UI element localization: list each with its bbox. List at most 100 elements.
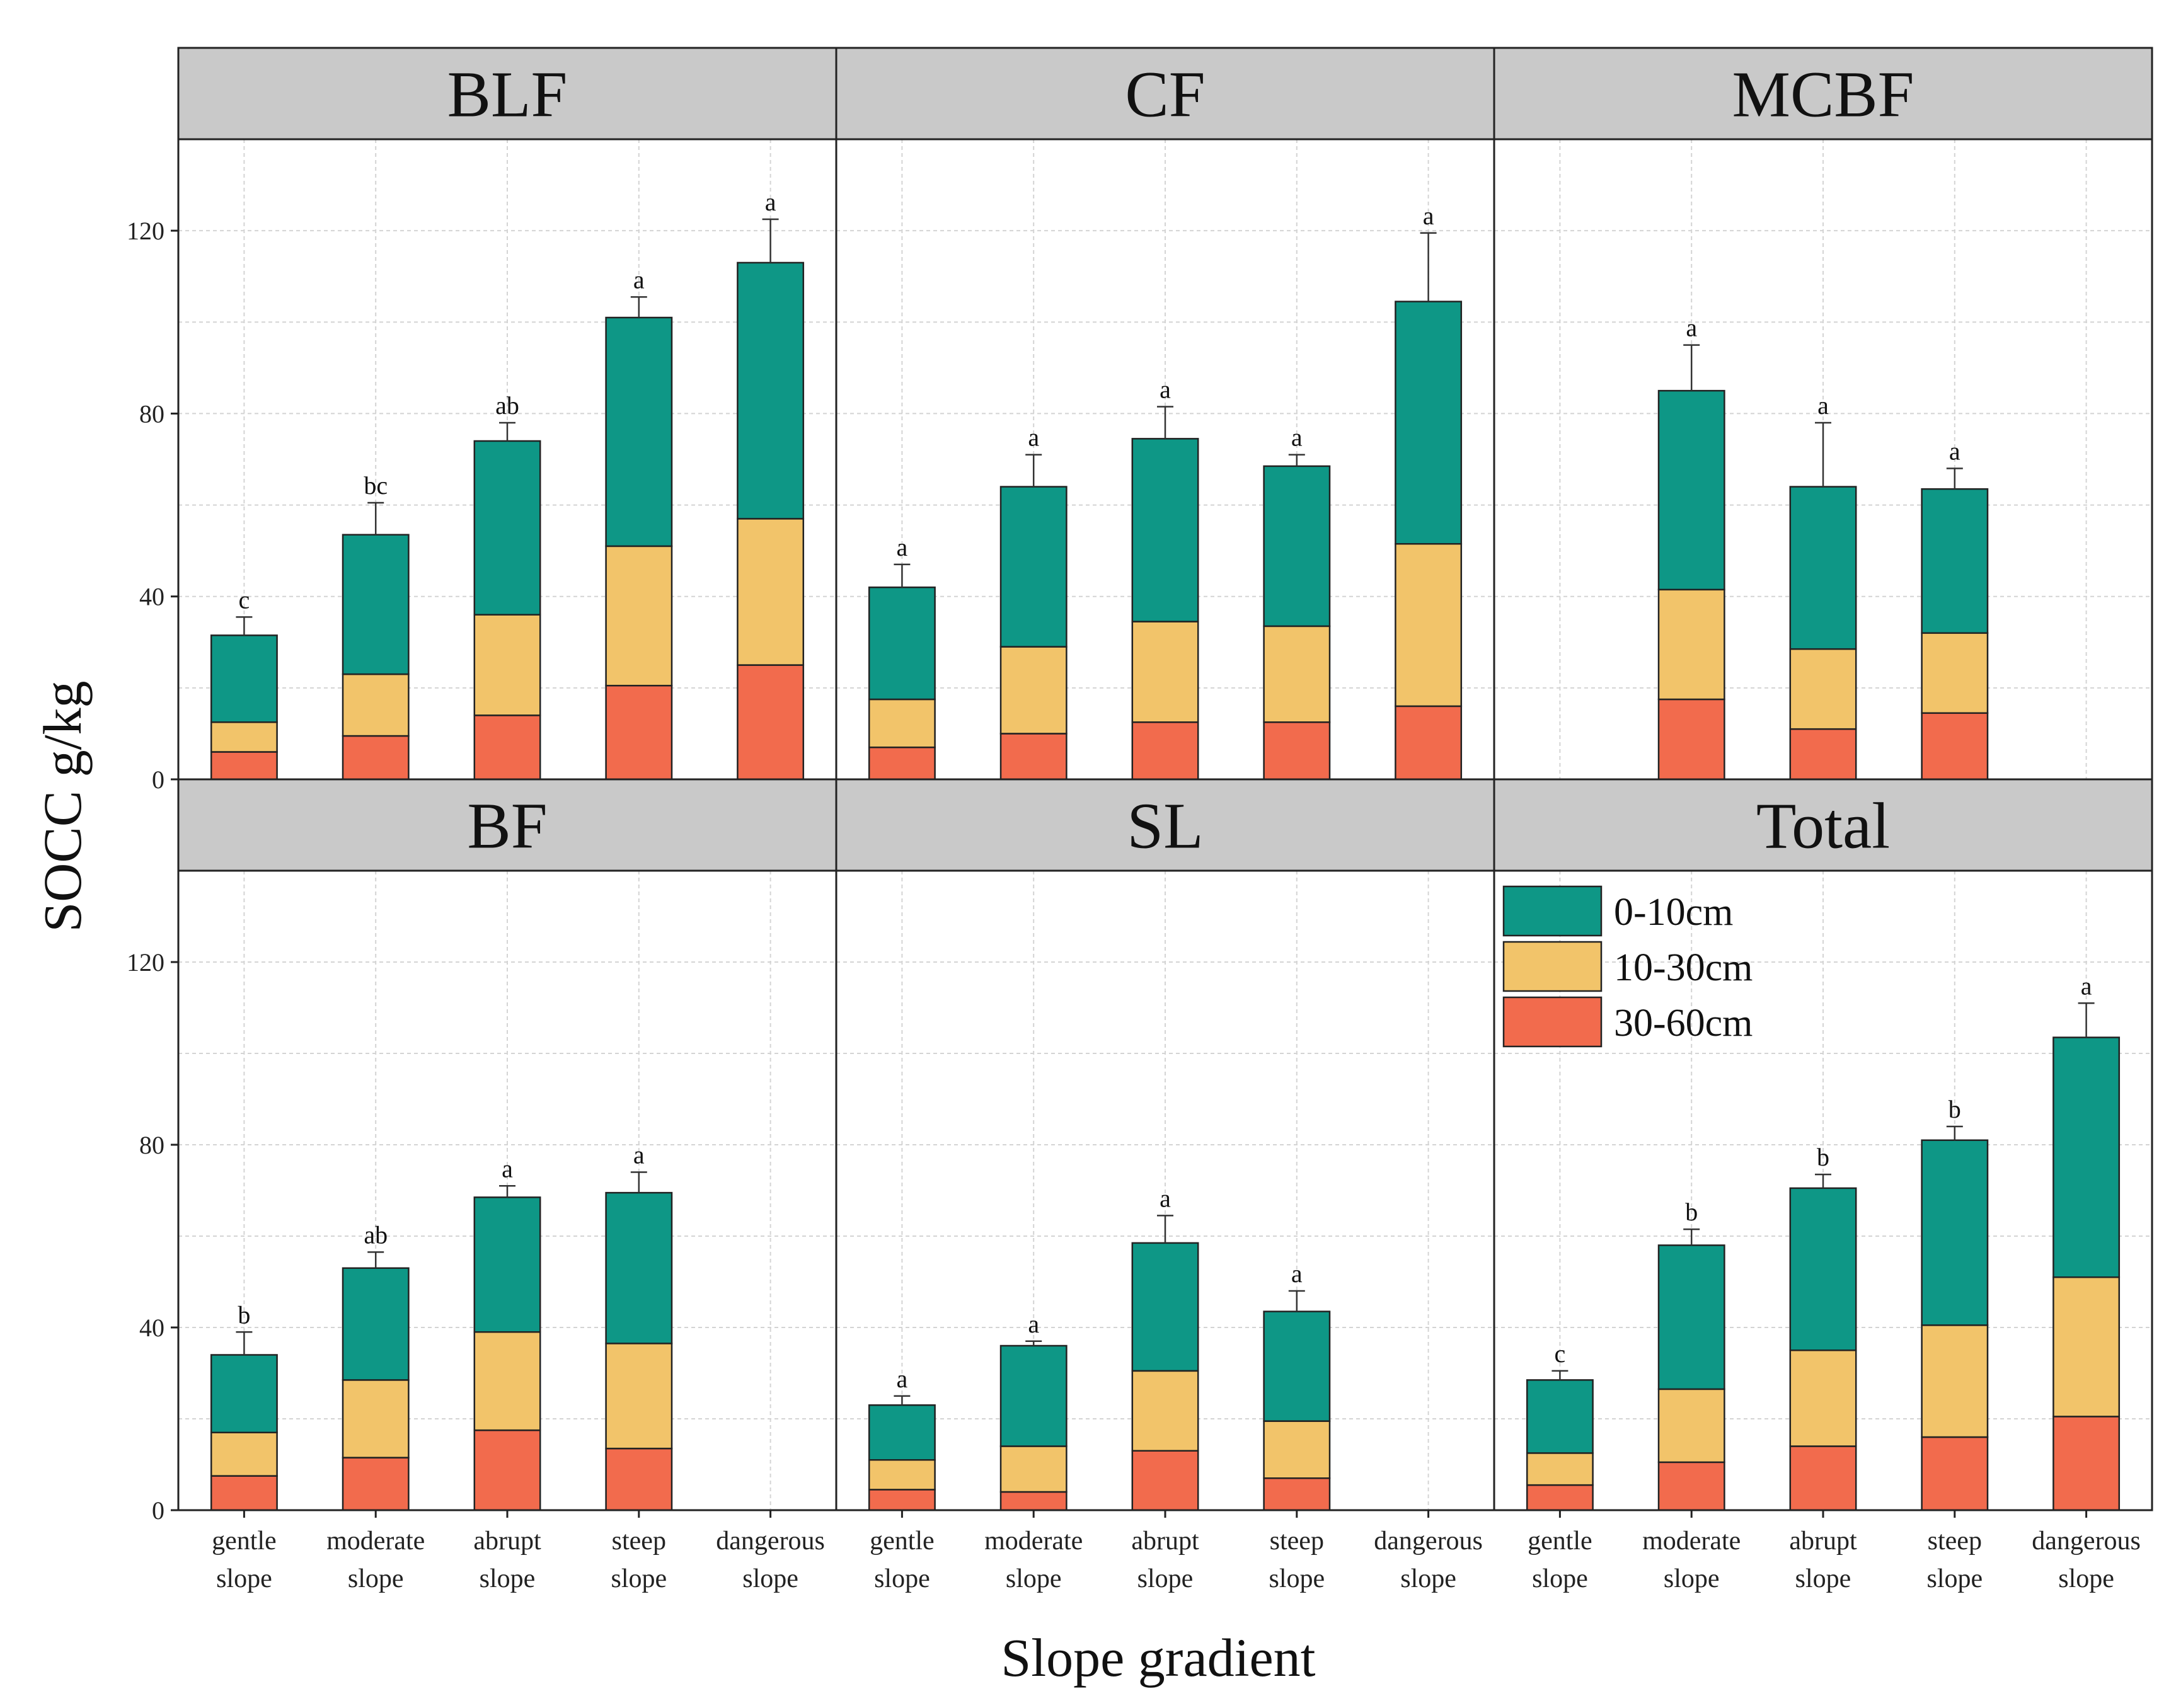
bar-total-0-10-30cm bbox=[1526, 1452, 1594, 1486]
bar-mcbf-2-0-10cm bbox=[1789, 486, 1857, 650]
bar-sl-1-30-60cm bbox=[999, 1491, 1068, 1511]
xtick-label-bf-2-0: abrupt bbox=[473, 1527, 541, 1556]
xtick-label-total-3-1: slope bbox=[1926, 1564, 1983, 1593]
strip-layer: BLF CF MCBF BF SL Total bbox=[177, 47, 2153, 872]
sig-letter-cf-3-0-10cm: a bbox=[1291, 423, 1303, 452]
bar-sl-3-0-10cm bbox=[1263, 1310, 1331, 1422]
bar-cf-4-30-60cm bbox=[1395, 705, 1463, 781]
bar-blf-1-0-10cm bbox=[342, 534, 410, 675]
bar-mcbf-2-30-60cm bbox=[1789, 728, 1857, 781]
sig-letter-blf-3-0-10cm: a bbox=[633, 265, 645, 294]
xtick-label-total-1-0: moderate bbox=[1642, 1527, 1741, 1556]
xtick-label-sl-1-0: moderate bbox=[984, 1527, 1083, 1556]
bar-blf-1-30-60cm bbox=[342, 735, 410, 781]
xtick-label-total-2-0: abrupt bbox=[1789, 1527, 1857, 1556]
sig-letter-total-4-0-10cm: a bbox=[2081, 971, 2092, 1000]
sig-letter-mcbf-2-0-10cm: a bbox=[1817, 391, 1829, 420]
sig-letter-bf-2-0-10cm: a bbox=[502, 1154, 513, 1183]
legend-swatch-0-10cm bbox=[1502, 885, 1603, 937]
ytick-label-blf-40: 40 bbox=[139, 583, 164, 611]
bar-bf-0-0-10cm bbox=[210, 1354, 278, 1433]
xtick-label-sl-0-1: slope bbox=[874, 1564, 930, 1593]
sig-letter-mcbf-1-0-10cm: a bbox=[1686, 314, 1697, 342]
xtick-label-sl-3-0: steep bbox=[1270, 1527, 1324, 1556]
panel-title-mcbf: MCBF bbox=[1732, 59, 1914, 131]
panel-strip-cf bbox=[835, 47, 1495, 140]
xtick-label-sl-4-1: slope bbox=[1400, 1564, 1456, 1593]
sig-letter-blf-2-0-10cm: ab bbox=[495, 391, 519, 420]
ytick-label-bf-40: 40 bbox=[139, 1314, 164, 1342]
xtick-label-bf-3-0: steep bbox=[612, 1527, 666, 1556]
bar-total-0-30-60cm bbox=[1526, 1484, 1594, 1511]
bar-cf-4-10-30cm bbox=[1395, 543, 1463, 708]
xtick-label-total-0-1: slope bbox=[1532, 1564, 1588, 1593]
bar-sl-0-30-60cm bbox=[868, 1489, 936, 1511]
bar-mcbf-2-10-30cm bbox=[1789, 648, 1857, 730]
bar-cf-2-10-30cm bbox=[1131, 621, 1199, 723]
bar-total-3-0-10cm bbox=[1921, 1139, 1989, 1326]
xtick-label-bf-3-1: slope bbox=[611, 1564, 667, 1593]
sig-letter-blf-4-0-10cm: a bbox=[765, 188, 776, 216]
bar-total-1-30-60cm bbox=[1657, 1461, 1725, 1511]
bar-bf-2-0-10cm bbox=[473, 1196, 541, 1333]
bar-cf-1-30-60cm bbox=[999, 733, 1068, 781]
panel-title-blf: BLF bbox=[447, 59, 568, 131]
panel-frame-mcbf bbox=[1493, 138, 2153, 781]
xtick-label-sl-4-0: dangerous bbox=[1374, 1527, 1483, 1556]
xtick-label-total-4-1: slope bbox=[2058, 1564, 2114, 1593]
sig-letter-sl-1-0-10cm: a bbox=[1028, 1310, 1039, 1338]
legend-label-30-60cm: 30-60cm bbox=[1614, 1002, 1753, 1045]
bar-blf-3-0-10cm bbox=[605, 316, 673, 547]
xtick-label-bf-0-0: gentle bbox=[212, 1527, 277, 1556]
sig-letter-bf-3-0-10cm: a bbox=[633, 1141, 645, 1169]
ytick-label-bf-0: 0 bbox=[152, 1496, 164, 1525]
bar-bf-2-10-30cm bbox=[473, 1331, 541, 1431]
bar-blf-1-10-30cm bbox=[342, 673, 410, 737]
bar-bf-0-30-60cm bbox=[210, 1475, 278, 1511]
bar-total-4-10-30cm bbox=[2052, 1276, 2121, 1418]
bar-sl-1-10-30cm bbox=[999, 1445, 1068, 1493]
bar-cf-4-0-10cm bbox=[1395, 301, 1463, 545]
sig-letter-total-1-0-10cm: b bbox=[1685, 1198, 1698, 1226]
y-axis-title: SOCC g/kg bbox=[32, 680, 93, 932]
ytick-label-blf-80: 80 bbox=[139, 399, 164, 428]
bar-cf-0-0-10cm bbox=[868, 586, 936, 701]
panel-strip-bf bbox=[177, 778, 838, 872]
sig-letter-total-2-0-10cm: b bbox=[1817, 1143, 1829, 1171]
bar-cf-3-0-10cm bbox=[1263, 465, 1331, 628]
bar-total-4-30-60cm bbox=[2052, 1416, 2121, 1511]
bar-cf-0-10-30cm bbox=[868, 698, 936, 748]
xtick-label-sl-2-1: slope bbox=[1137, 1564, 1194, 1593]
xtick-label-sl-3-1: slope bbox=[1269, 1564, 1325, 1593]
bar-bf-0-10-30cm bbox=[210, 1431, 278, 1477]
xtick-label-total-1-1: slope bbox=[1664, 1564, 1720, 1593]
bar-mcbf-1-0-10cm bbox=[1657, 389, 1725, 591]
x-axis-title: Slope gradient bbox=[1001, 1627, 1315, 1688]
bar-total-0-0-10cm bbox=[1526, 1379, 1594, 1454]
xtick-label-bf-4-0: dangerous bbox=[716, 1527, 825, 1556]
bars-layer: cccbcbcbcabababaaaaaabbaababaababaababaa… bbox=[210, 188, 2121, 1511]
bar-bf-3-10-30cm bbox=[605, 1343, 673, 1450]
sig-letter-sl-2-0-10cm: a bbox=[1160, 1184, 1171, 1212]
bar-sl-0-10-30cm bbox=[868, 1459, 936, 1491]
sig-letter-cf-2-0-10cm: a bbox=[1160, 375, 1171, 404]
bar-bf-1-10-30cm bbox=[342, 1379, 410, 1459]
bar-cf-2-30-60cm bbox=[1131, 721, 1199, 781]
sig-letter-total-3-0-10cm: b bbox=[1949, 1095, 1961, 1123]
ytick-label-bf-80: 80 bbox=[139, 1131, 164, 1159]
bar-cf-3-30-60cm bbox=[1263, 721, 1331, 781]
bar-mcbf-1-10-30cm bbox=[1657, 588, 1725, 701]
bar-bf-1-30-60cm bbox=[342, 1457, 410, 1511]
ytick-label-blf-120: 120 bbox=[127, 217, 164, 245]
xtick-label-total-4-0: dangerous bbox=[2032, 1527, 2141, 1556]
bar-cf-1-10-30cm bbox=[999, 646, 1068, 735]
bar-total-1-10-30cm bbox=[1657, 1388, 1725, 1464]
bar-mcbf-3-0-10cm bbox=[1921, 488, 1989, 634]
panel-strip-sl bbox=[835, 778, 1495, 872]
sig-letter-sl-3-0-10cm: a bbox=[1291, 1259, 1303, 1288]
sig-letter-total-0-0-10cm: c bbox=[1555, 1339, 1566, 1368]
sig-letter-bf-0-0-10cm: b bbox=[238, 1300, 250, 1329]
bar-total-2-30-60cm bbox=[1789, 1445, 1857, 1511]
panel-strip-mcbf bbox=[1493, 47, 2153, 140]
